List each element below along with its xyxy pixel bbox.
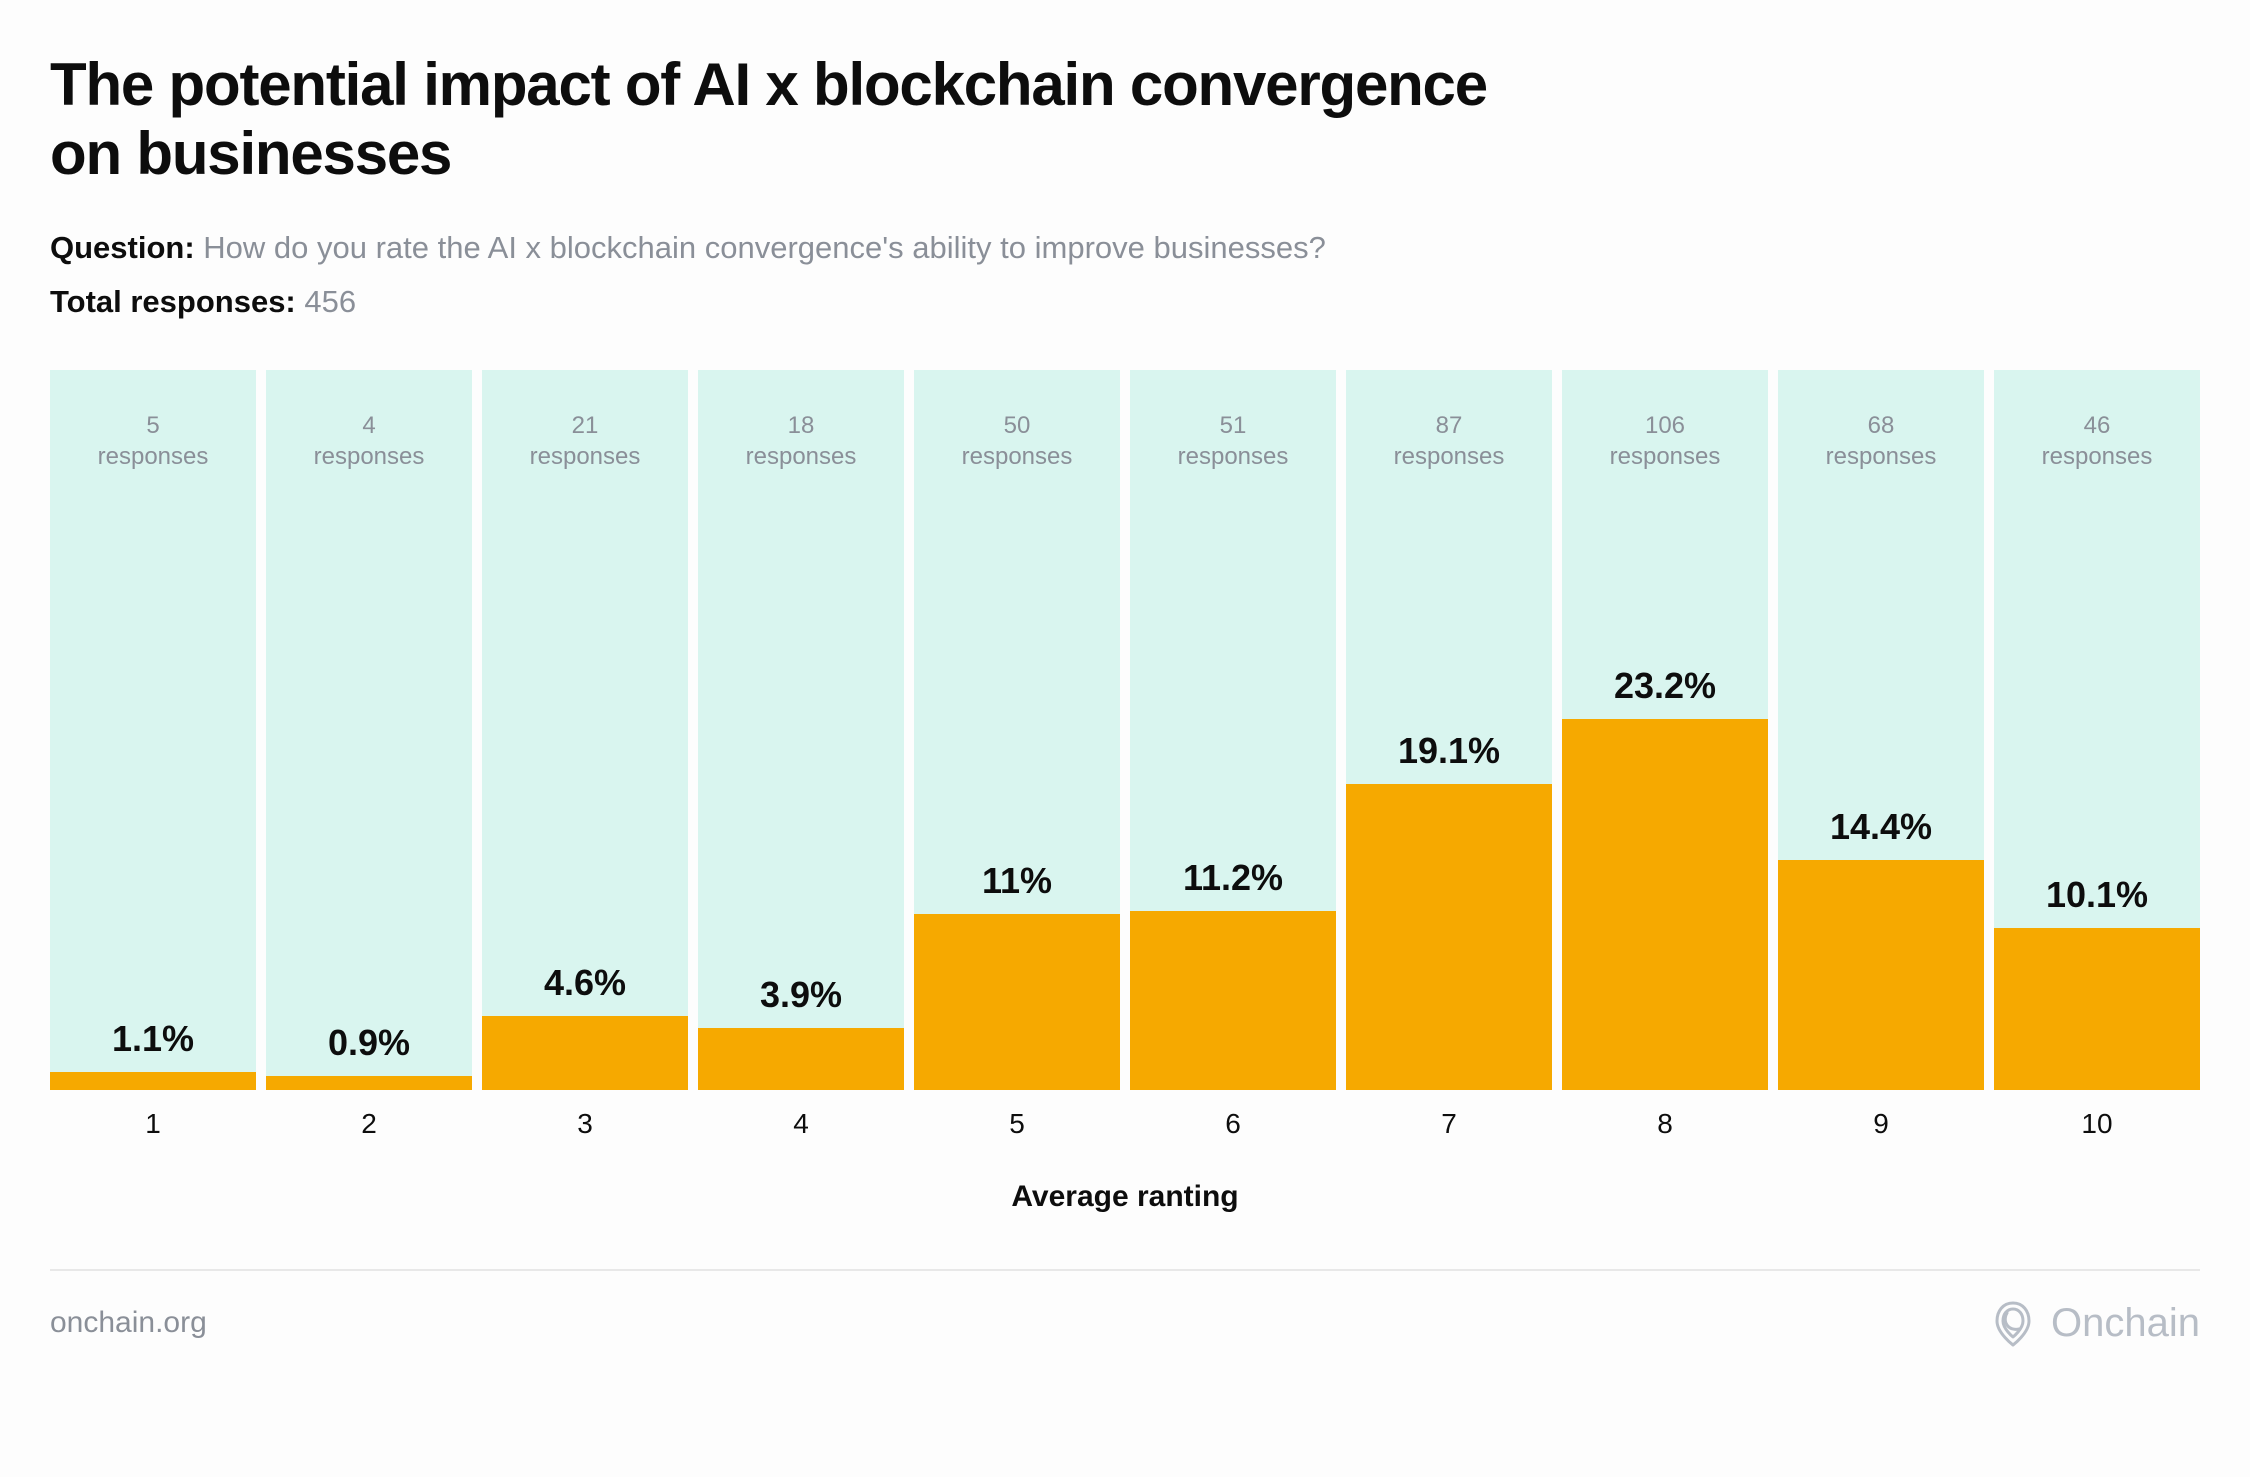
percent-label: 23.2% [1562, 665, 1768, 719]
percent-label: 0.9% [266, 1022, 472, 1076]
chart-title: The potential impact of AI x blockchain … [50, 50, 1550, 188]
x-tick: 3 [482, 1108, 688, 1140]
x-tick: 7 [1346, 1108, 1552, 1140]
total-value: 456 [304, 284, 356, 319]
footer-brand: Onchain [1989, 1299, 2200, 1347]
responses-label: 21responses [482, 370, 688, 472]
x-axis-label: Average ranting [50, 1180, 2200, 1214]
percent-label: 19.1% [1346, 730, 1552, 784]
responses-label: 5responses [50, 370, 256, 472]
bar [914, 914, 1120, 1090]
percent-label: 11.2% [1130, 857, 1336, 911]
total-label: Total responses: [50, 284, 296, 319]
bar [1130, 911, 1336, 1090]
responses-label: 50responses [914, 370, 1120, 472]
percent-label: 3.9% [698, 974, 904, 1028]
bar-chart: 5responses1.1%4responses0.9%21responses4… [50, 370, 2200, 1090]
responses-label: 46responses [1994, 370, 2200, 472]
footer: onchain.org Onchain [50, 1269, 2200, 1347]
total-responses-line: Total responses: 456 [50, 284, 2200, 320]
bar [1994, 928, 2200, 1090]
chart-column: 4responses 0.9% [266, 370, 472, 1090]
x-tick: 10 [1994, 1108, 2200, 1140]
responses-label: 106responses [1562, 370, 1768, 472]
responses-label: 68responses [1778, 370, 1984, 472]
question-line: Question: How do you rate the AI x block… [50, 230, 2200, 266]
chart-column: 21responses 4.6% [482, 370, 688, 1090]
bar [1346, 784, 1552, 1090]
percent-label: 4.6% [482, 962, 688, 1016]
x-tick: 1 [50, 1108, 256, 1140]
chart-column: 46responses 10.1% [1994, 370, 2200, 1090]
x-tick: 2 [266, 1108, 472, 1140]
bar [266, 1076, 472, 1090]
question-text: How do you rate the AI x blockchain conv… [203, 230, 1326, 265]
question-label: Question: [50, 230, 195, 265]
bar [1778, 860, 1984, 1090]
chart-column: 106responses 23.2% [1562, 370, 1768, 1090]
x-tick: 8 [1562, 1108, 1768, 1140]
percent-label: 14.4% [1778, 806, 1984, 860]
responses-label: 4responses [266, 370, 472, 472]
chart-column: 68responses 14.4% [1778, 370, 1984, 1090]
percent-label: 1.1% [50, 1018, 256, 1072]
chart-column: 51responses 11.2% [1130, 370, 1336, 1090]
percent-label: 10.1% [1994, 874, 2200, 928]
bar [50, 1072, 256, 1090]
responses-label: 51responses [1130, 370, 1336, 472]
x-tick: 4 [698, 1108, 904, 1140]
x-tick: 6 [1130, 1108, 1336, 1140]
x-tick: 5 [914, 1108, 1120, 1140]
x-axis: 123456789 10 [50, 1108, 2200, 1140]
bar [482, 1016, 688, 1090]
x-tick: 9 [1778, 1108, 1984, 1140]
bar [698, 1028, 904, 1090]
responses-label: 18responses [698, 370, 904, 472]
footer-site: onchain.org [50, 1306, 207, 1340]
footer-brand-text: Onchain [2051, 1301, 2200, 1346]
percent-label: 11% [914, 860, 1120, 914]
chart-column: 18responses 3.9% [698, 370, 904, 1090]
chart-column: 87responses 19.1% [1346, 370, 1552, 1090]
chart-column: 50responses 11% [914, 370, 1120, 1090]
bar [1562, 719, 1768, 1090]
responses-label: 87responses [1346, 370, 1552, 472]
onchain-logo-icon [1989, 1299, 2037, 1347]
chart-column: 5responses 1.1% [50, 370, 256, 1090]
